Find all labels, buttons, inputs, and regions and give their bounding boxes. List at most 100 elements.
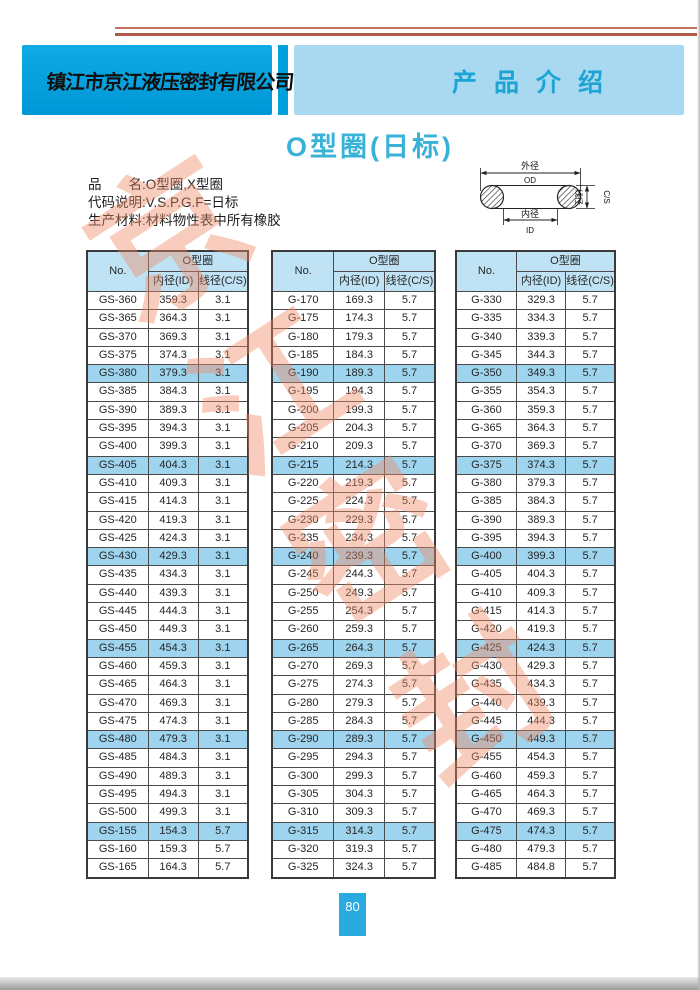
cross-section-cell: 5.7 (383, 675, 436, 695)
cross-section-cell: 5.7 (383, 455, 436, 475)
scan-right-edge (697, 0, 700, 990)
part-no-cell: G-215 (271, 455, 335, 475)
inner-diameter-cell: 374.3 (147, 345, 199, 366)
part-no-cell: G-355 (455, 382, 517, 402)
cross-section-cell: 3.1 (197, 711, 249, 732)
table-row: G-180 179.3 5.7 (271, 327, 436, 347)
cross-section-cell: 5.7 (383, 492, 436, 512)
part-no-cell: GS-400 (86, 437, 149, 457)
part-no-cell: G-330 (455, 290, 517, 311)
table-row: G-210 209.3 5.7 (271, 437, 436, 457)
inner-diameter-cell: 404.3 (515, 565, 567, 585)
table-row: G-225 224.3 5.7 (271, 492, 436, 512)
oring-cross-section-diagram: 外径 OD 内径 ID 线径 C/S (479, 160, 611, 235)
part-no-cell: GS-410 (86, 473, 149, 494)
inner-diameter-cell: 274.3 (333, 675, 385, 695)
cross-section-cell: 5.7 (565, 473, 616, 494)
cross-section-cell: 5.7 (565, 345, 616, 366)
table-row: G-320 319.3 5.7 (271, 839, 436, 860)
inner-diameter-cell: 459.3 (147, 656, 199, 677)
part-no-cell: GS-395 (86, 419, 149, 439)
cross-section-cell: 3.1 (197, 400, 249, 421)
col-header-inner-diameter: 内径(ID) (515, 271, 567, 292)
inner-diameter-cell: 474.3 (515, 821, 567, 841)
scan-bottom-edge (0, 977, 700, 990)
table-row: G-275 274.3 5.7 (271, 675, 436, 695)
part-no-cell: G-290 (271, 730, 335, 750)
table-row: G-255 254.3 5.7 (271, 602, 436, 622)
cross-section-cell: 5.7 (383, 473, 436, 494)
inner-diameter-cell: 414.3 (515, 602, 567, 622)
table-row: G-260 259.3 5.7 (271, 620, 436, 640)
inner-diameter-cell: 234.3 (333, 528, 385, 549)
cross-section-cell: 5.7 (383, 309, 436, 329)
table-row: G-305 304.3 5.7 (271, 785, 436, 805)
inner-diameter-cell: 454.3 (147, 638, 199, 658)
part-no-cell: G-405 (455, 565, 517, 585)
part-no-cell: G-220 (271, 473, 335, 494)
part-no-cell: G-265 (271, 638, 335, 658)
cross-section-cell: 3.1 (197, 492, 249, 512)
cross-section-cell: 5.7 (565, 400, 616, 421)
table-row: GS-500 499.3 3.1 (86, 803, 249, 823)
section-title: 产品介绍 (452, 69, 621, 97)
cross-section-cell: 3.1 (197, 602, 249, 622)
inner-diameter-cell: 244.3 (333, 565, 385, 585)
part-no-cell: G-475 (455, 821, 517, 841)
col-header-group: O型圈 (333, 250, 436, 272)
cross-section-cell: 5.7 (383, 602, 436, 622)
inner-diameter-cell: 394.3 (515, 528, 567, 549)
inner-diameter-cell: 439.3 (147, 583, 199, 604)
table-row: GS-490 489.3 3.1 (86, 766, 249, 787)
cross-section-cell: 3.1 (197, 419, 249, 439)
od-label-cn: 外径 (521, 160, 539, 171)
table-row: GS-360 359.3 3.1 (86, 290, 249, 311)
cross-section-cell: 5.7 (565, 675, 616, 695)
part-no-cell: G-205 (271, 419, 335, 439)
table-row: G-285 284.3 5.7 (271, 711, 436, 732)
cross-section-cell: 5.7 (383, 290, 436, 311)
table-row: G-445 444.3 5.7 (455, 711, 616, 732)
inner-diameter-cell: 159.3 (147, 839, 199, 860)
cross-section-cell: 5.7 (383, 364, 436, 384)
col-header-cross-section: 线径(C/S) (197, 271, 249, 292)
cross-section-cell: 5.7 (383, 803, 436, 823)
part-no-cell: GS-470 (86, 693, 149, 713)
part-no-cell: G-195 (271, 382, 335, 402)
inner-diameter-cell: 189.3 (333, 364, 385, 384)
table-row: G-205 204.3 5.7 (271, 419, 436, 439)
part-no-cell: G-470 (455, 803, 517, 823)
table-row: G-270 269.3 5.7 (271, 656, 436, 677)
inner-diameter-cell: 499.3 (147, 803, 199, 823)
cross-section-cell: 5.7 (565, 583, 616, 604)
cross-section-cell: 5.7 (565, 858, 616, 878)
cross-section-cell: 3.1 (197, 364, 249, 384)
cross-section-cell: 5.7 (565, 602, 616, 622)
part-no-cell: G-385 (455, 492, 517, 512)
inner-diameter-cell: 454.3 (515, 748, 567, 768)
table-row: G-440 439.3 5.7 (455, 693, 616, 713)
cross-section-cell: 5.7 (565, 785, 616, 805)
part-no-cell: G-185 (271, 345, 335, 366)
inner-diameter-cell: 224.3 (333, 492, 385, 512)
table-row: G-455 454.3 5.7 (455, 748, 616, 768)
inner-diameter-cell: 219.3 (333, 473, 385, 494)
table-row: G-355 354.3 5.7 (455, 382, 616, 402)
inner-diameter-cell: 299.3 (333, 766, 385, 787)
table-row: G-265 264.3 5.7 (271, 638, 436, 658)
table-row: G-335 334.3 5.7 (455, 309, 616, 329)
cross-section-cell: 5.7 (565, 547, 616, 567)
inner-diameter-cell: 294.3 (333, 748, 385, 768)
inner-diameter-cell: 484.3 (147, 748, 199, 768)
table-row: GS-465 464.3 3.1 (86, 675, 249, 695)
inner-diameter-cell: 434.3 (147, 565, 199, 585)
cross-section-cell: 5.7 (383, 858, 436, 878)
cross-section-cell: 5.7 (383, 620, 436, 640)
table-row: G-485 484.8 5.7 (455, 858, 616, 878)
table-row: G-195 194.3 5.7 (271, 382, 436, 402)
part-no-cell: GS-500 (86, 803, 149, 823)
table-row: G-330 329.3 5.7 (455, 290, 616, 311)
cross-section-cell: 3.1 (197, 510, 249, 530)
col-header-cross-section: 线径(C/S) (565, 271, 616, 292)
cross-section-cell: 5.7 (565, 492, 616, 512)
